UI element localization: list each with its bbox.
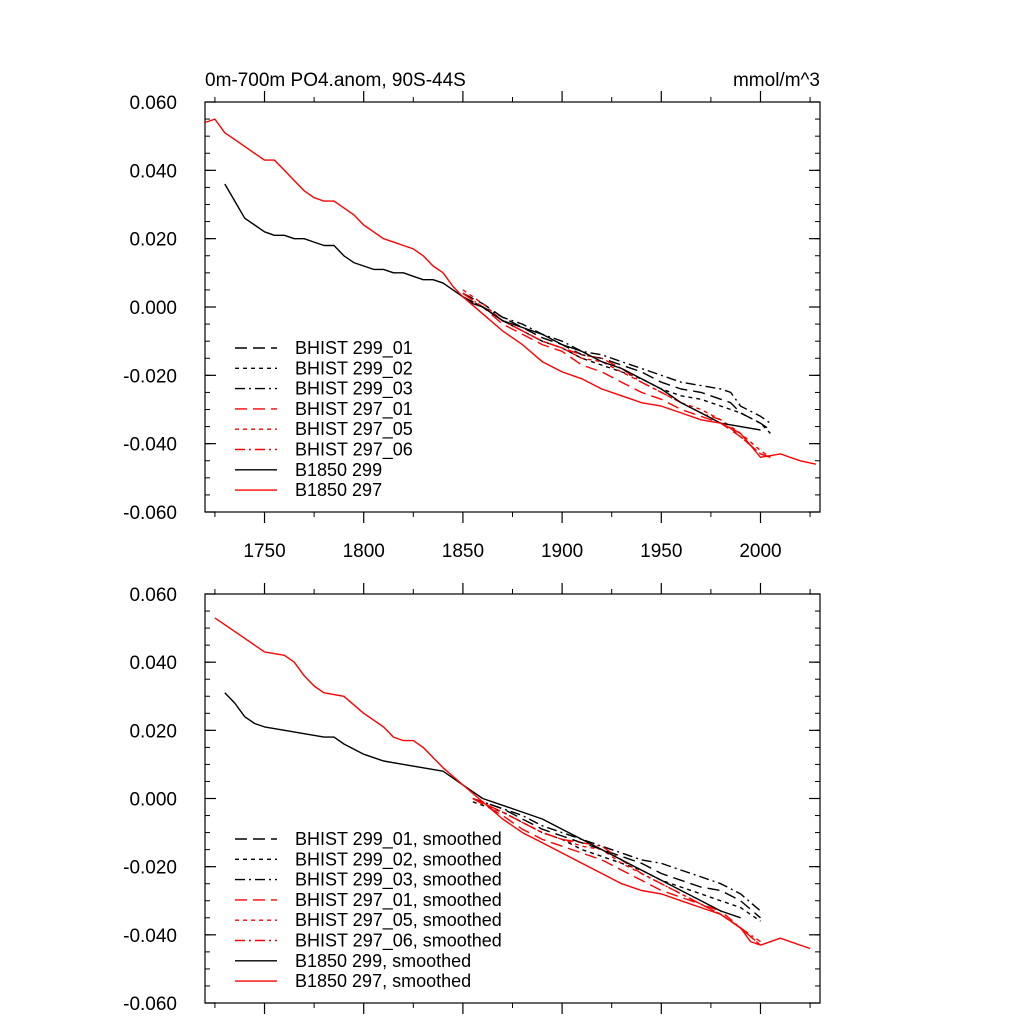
series-line-5 — [462, 289, 771, 458]
panel-top-units: mmol/m^3 — [733, 70, 820, 91]
series-line-4 — [462, 292, 771, 458]
y-tick-label: 0.000 — [129, 790, 177, 811]
y-tick-label: 0.000 — [129, 298, 177, 319]
legend-label: BHIST 297_01, smoothed — [295, 890, 502, 911]
series-line-4 — [472, 797, 761, 946]
y-tick-label: 0.060 — [129, 93, 177, 114]
legend-label: B1850 299 — [295, 460, 382, 480]
series-line-3 — [462, 296, 771, 424]
x-tick-label: 1950 — [640, 541, 682, 562]
legend-label: BHIST 297_05 — [295, 419, 413, 440]
chart-panel-top: 0.060 0.040 0.020 0.000 -0.020 -0.040 -0.060 17… — [123, 91, 821, 562]
x-tick-label: 1900 — [541, 541, 583, 562]
legend-label: BHIST 299_01 — [295, 338, 413, 359]
legend-label: B1850 297, smoothed — [295, 971, 471, 991]
series-line-7 — [224, 692, 741, 919]
legend-label: BHIST 297_06 — [295, 440, 413, 461]
y-tick-label: -0.020 — [123, 366, 177, 387]
series-line-6 — [472, 797, 761, 943]
series-line-6 — [462, 292, 771, 458]
series-line-8 — [214, 617, 811, 950]
y-tick-label: -0.060 — [123, 503, 177, 524]
series-line-1 — [462, 292, 771, 431]
legend-label: BHIST 299_03, smoothed — [295, 870, 502, 891]
legend-label: BHIST 297_01 — [295, 399, 413, 420]
y-tick-label: 0.060 — [129, 585, 177, 606]
legend-label: BHIST 297_05, smoothed — [295, 910, 502, 931]
y-tick-label: -0.040 — [123, 435, 177, 456]
series-line-8 — [204, 118, 817, 465]
series-line-3 — [472, 797, 761, 912]
series-line-7 — [224, 183, 761, 431]
y-tick-label: -0.040 — [123, 926, 177, 947]
series-line-5 — [472, 797, 761, 946]
panel-top-title: 0m-700m PO4.anom, 90S-44S — [205, 70, 466, 91]
x-tick-label: 1850 — [442, 541, 484, 562]
legend-label: BHIST 299_02 — [295, 358, 413, 379]
y-tick-label: 0.040 — [129, 161, 177, 182]
legend-label: B1850 297 — [295, 480, 382, 500]
x-tick-label: 1800 — [343, 541, 385, 562]
legend-label: B1850 299, smoothed — [295, 951, 471, 971]
legend-label: BHIST 297_06, smoothed — [295, 931, 502, 952]
y-tick-label: -0.060 — [123, 994, 177, 1015]
y-tick-label: 0.040 — [129, 653, 177, 674]
series-line-2 — [462, 296, 771, 434]
chart-panel-bottom: 0.060 0.040 0.020 0.000 -0.020 -0.040 -0.060 BH… — [123, 583, 821, 1015]
legend-label: BHIST 299_01, smoothed — [295, 829, 502, 850]
legend-label: BHIST 299_02, smoothed — [295, 849, 502, 870]
x-tick-label: 2000 — [739, 541, 781, 562]
y-tick-label: 0.020 — [129, 721, 177, 742]
legend-label: BHIST 299_03 — [295, 379, 413, 400]
y-tick-label: -0.020 — [123, 858, 177, 879]
y-tick-label: 0.020 — [129, 230, 177, 251]
x-tick-label: 1750 — [243, 541, 285, 562]
series-line-1 — [472, 797, 761, 919]
